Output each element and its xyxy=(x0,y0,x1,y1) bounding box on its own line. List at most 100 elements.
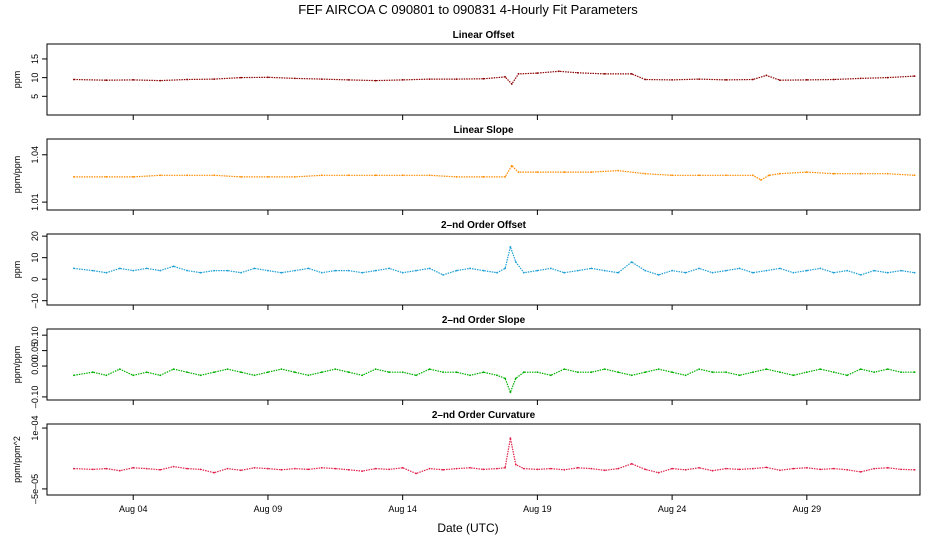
panel-title: Linear Slope xyxy=(453,125,513,136)
data-point xyxy=(347,174,350,177)
data-point xyxy=(226,368,229,370)
data-point xyxy=(213,269,216,272)
data-point xyxy=(698,174,700,177)
data-point xyxy=(779,371,781,374)
data-point xyxy=(536,72,539,74)
data-point xyxy=(105,79,108,82)
data-point xyxy=(563,468,566,471)
data-point xyxy=(213,78,216,80)
data-point xyxy=(684,374,687,377)
data-point xyxy=(267,371,269,374)
data-point xyxy=(267,467,269,470)
plot-frame xyxy=(46,328,921,401)
panel-title: 2–nd Order Curvature xyxy=(432,410,536,421)
data-point xyxy=(347,468,350,471)
y-tick-label: 10 xyxy=(30,73,40,83)
data-point xyxy=(514,377,517,380)
data-point xyxy=(886,466,889,469)
data-point xyxy=(455,78,458,80)
data-point xyxy=(334,269,337,272)
data-point xyxy=(644,78,647,81)
data-point xyxy=(159,468,162,471)
data-point xyxy=(401,271,404,274)
data-point xyxy=(752,467,754,470)
data-point xyxy=(240,76,242,79)
y-tick-label: 0.05 xyxy=(30,342,40,360)
data-point xyxy=(886,172,889,175)
data-point xyxy=(240,176,242,178)
data-point xyxy=(496,374,498,377)
data-point xyxy=(186,467,189,470)
data-point xyxy=(320,174,323,177)
series-line xyxy=(73,165,915,181)
data-point xyxy=(253,374,256,377)
x-tick-label: Aug 09 xyxy=(254,504,283,514)
data-point xyxy=(294,371,296,374)
y-tick-label: –5e–05 xyxy=(30,474,40,504)
data-point xyxy=(267,176,269,178)
data-point xyxy=(644,269,647,272)
data-point xyxy=(738,468,741,471)
data-point xyxy=(172,465,175,468)
data-point xyxy=(307,468,310,471)
data-point xyxy=(280,271,283,274)
data-point xyxy=(886,368,889,370)
x-tick-label: Aug 24 xyxy=(658,504,687,514)
data-point xyxy=(320,78,323,80)
data-point xyxy=(253,267,256,270)
data-point xyxy=(698,368,700,370)
data-point xyxy=(805,171,808,174)
data-point xyxy=(550,374,552,377)
data-point xyxy=(132,269,135,272)
data-point xyxy=(374,368,377,370)
data-point xyxy=(900,371,902,374)
data-point xyxy=(590,371,593,374)
series-line xyxy=(73,437,915,475)
data-point xyxy=(145,467,148,470)
data-point xyxy=(482,468,485,471)
panel-1: Linear Offset ppm 5 10 15 xyxy=(12,30,921,120)
data-point xyxy=(347,79,350,81)
data-point xyxy=(752,174,754,177)
data-point xyxy=(307,374,310,377)
data-point xyxy=(361,271,364,274)
data-point xyxy=(415,472,417,475)
data-point xyxy=(558,70,560,73)
data-point xyxy=(590,267,593,270)
data-point xyxy=(711,371,714,374)
data-point xyxy=(752,371,754,374)
data-point xyxy=(509,437,512,440)
data-point xyxy=(132,176,135,178)
data-point xyxy=(859,471,862,473)
data-point xyxy=(347,269,350,272)
data-point xyxy=(145,371,148,374)
data-point xyxy=(765,466,768,469)
data-point xyxy=(482,269,485,272)
data-point xyxy=(684,271,687,274)
data-point xyxy=(752,78,754,81)
data-point xyxy=(698,78,700,80)
data-point xyxy=(913,75,916,77)
y-axis-label: ppm/ppm xyxy=(12,156,22,194)
data-point xyxy=(469,374,471,377)
data-point xyxy=(105,467,108,470)
data-point xyxy=(603,368,606,370)
data-point xyxy=(504,466,506,469)
data-point xyxy=(671,79,673,81)
x-tick-label: Aug 29 xyxy=(793,504,822,514)
panel-2: Linear Slope ppm/ppm 1.01 1.04 xyxy=(12,125,921,215)
panel-3: 2–nd Order Offset ppm –10 0 10 20 xyxy=(12,220,921,310)
data-point xyxy=(504,76,506,78)
data-point xyxy=(832,467,835,470)
data-point xyxy=(779,79,781,82)
data-point xyxy=(428,467,431,470)
data-point xyxy=(523,271,525,274)
data-point xyxy=(132,374,135,377)
data-point xyxy=(536,269,539,272)
data-point xyxy=(846,468,849,471)
data-point xyxy=(819,368,822,370)
data-point xyxy=(442,371,444,374)
data-point xyxy=(886,76,889,79)
data-point xyxy=(91,371,94,374)
y-tick-label: –0.10 xyxy=(30,386,40,409)
